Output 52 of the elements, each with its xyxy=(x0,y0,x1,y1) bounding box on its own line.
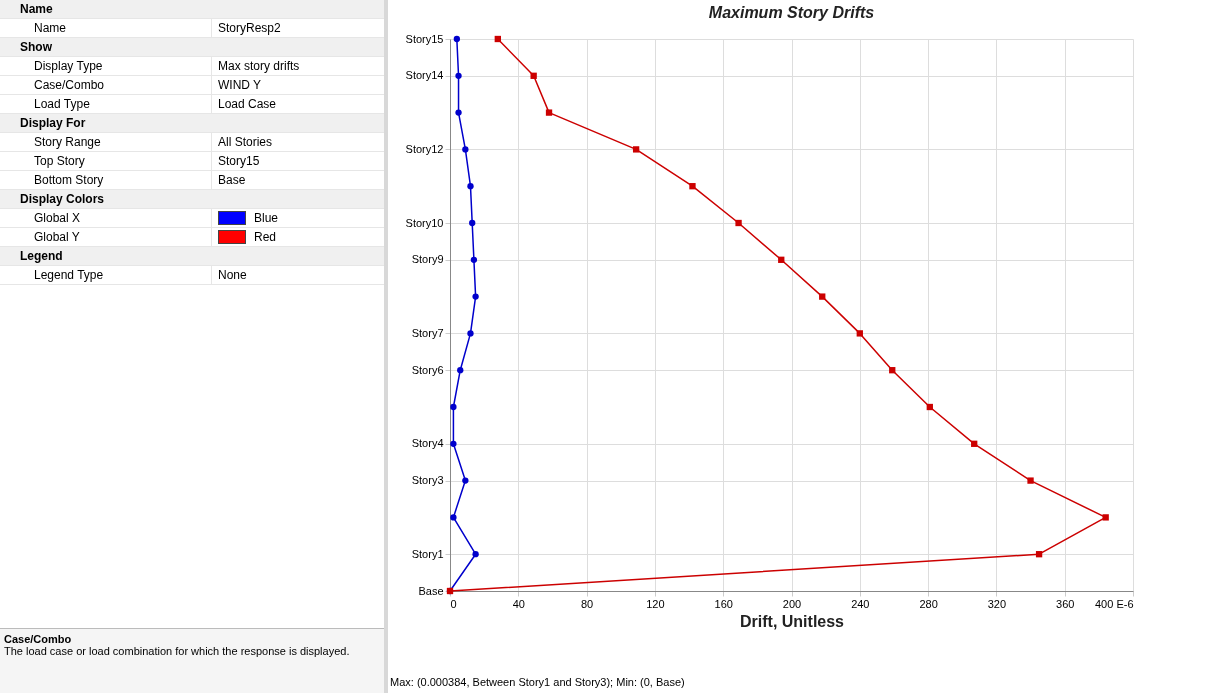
text: Load Case xyxy=(218,97,277,111)
text: WIND Y xyxy=(218,78,262,92)
category-label: Top Story xyxy=(0,152,212,170)
y-tick-label: Story12 xyxy=(405,142,444,155)
category-label: Story Range xyxy=(0,133,212,151)
category-label: Legend Type xyxy=(0,266,212,284)
category-label: Load Type xyxy=(0,95,212,113)
y-tick-label: Story7 xyxy=(411,326,444,339)
text: Max: (0.000384, Between Story1 and Story3); Min: (0, Base) xyxy=(390,676,685,688)
category-label: Display Colors xyxy=(19,191,105,208)
category-label: Name xyxy=(0,19,212,37)
y-tick-label: Story9 xyxy=(411,253,444,266)
x-tick-label: 40 xyxy=(512,597,525,610)
x-tick-label: 120 xyxy=(646,597,665,610)
x-tick-label: 240 xyxy=(851,597,870,610)
category-label: Legend xyxy=(19,248,63,265)
y-tick-label: Base xyxy=(418,584,444,597)
y-tick-label: Story14 xyxy=(405,69,444,82)
text: The load case or load combination for which the response is displayed. xyxy=(4,645,351,657)
x-tick-label: 200 xyxy=(782,597,802,610)
x-tick-label: 80 xyxy=(580,597,594,610)
text: StoryResp2 xyxy=(218,21,281,35)
category-label: Global X xyxy=(0,209,212,227)
text: Max story drifts xyxy=(218,59,300,73)
y-tick-label: Story3 xyxy=(411,474,444,487)
y-tick-label: Story4 xyxy=(411,437,444,450)
y-tick-label: Story10 xyxy=(405,216,444,229)
category-label: Display For xyxy=(19,115,86,132)
category-label: Name xyxy=(19,1,53,18)
x-axis-title: Drift, Unitless xyxy=(739,612,845,630)
category-label: Global Y xyxy=(0,228,212,246)
x-tick-label: 320 xyxy=(987,597,1007,610)
text: None xyxy=(218,268,247,282)
y-tick-label: Story6 xyxy=(411,363,444,376)
text: Red xyxy=(254,230,277,244)
chart-title: Maximum Story Drifts xyxy=(708,4,875,21)
category-label: Case/Combo xyxy=(0,76,212,94)
x-tick-label: 0 xyxy=(450,597,457,610)
text: Story15 xyxy=(218,154,260,168)
x-tick-label: 280 xyxy=(919,597,938,610)
text: Base xyxy=(218,173,246,187)
text: Case/Combo xyxy=(4,633,73,645)
y-tick-label: Story15 xyxy=(405,32,444,45)
category-label: Show xyxy=(19,39,52,56)
text: All Stories xyxy=(218,135,273,149)
text: Blue xyxy=(254,211,279,225)
x-tick-label: 400 E-6 xyxy=(1094,597,1134,610)
category-label: Bottom Story xyxy=(0,171,212,189)
x-tick-label: 360 xyxy=(1056,597,1075,610)
category-label: Display Type xyxy=(0,57,212,75)
x-tick-label: 160 xyxy=(714,597,733,610)
y-tick-label: Story1 xyxy=(411,547,444,560)
